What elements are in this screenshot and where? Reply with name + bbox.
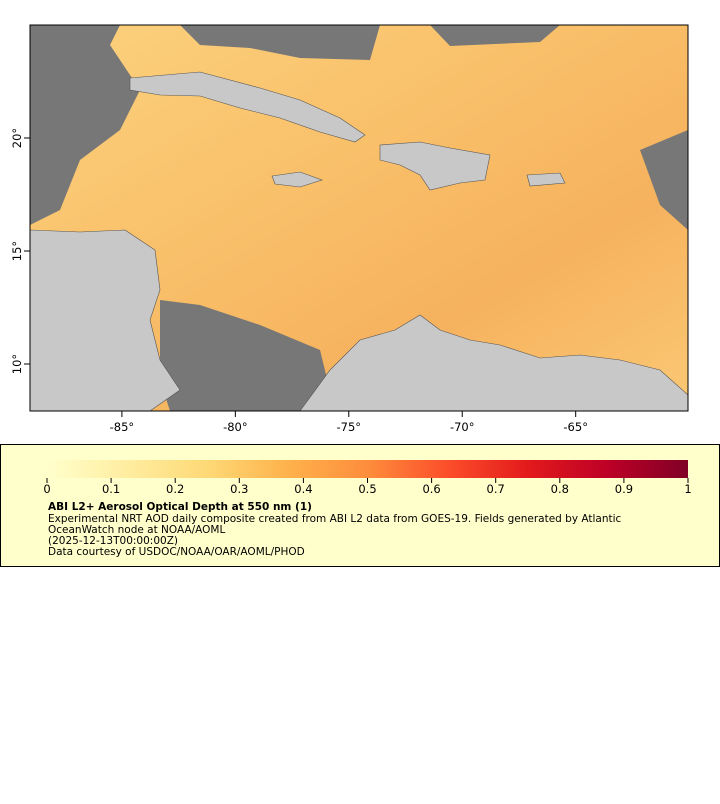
colorbar-tick-label: 0.3 [230, 482, 248, 496]
legend-line: Experimental NRT AOD daily composite cre… [48, 513, 622, 525]
legend-line: (2025-12-13T00:00:00Z) [48, 535, 178, 547]
legend-line: OceanWatch node at NOAA/AOML [48, 524, 225, 536]
x-tick-label: -85° [110, 420, 135, 434]
y-tick-label: 20° [10, 128, 24, 148]
colorbar-tick-label: 0.6 [422, 482, 440, 496]
x-tick-label: -75° [337, 420, 362, 434]
colorbar-tick-label: 0.4 [294, 482, 312, 496]
y-tick-label: 15° [10, 241, 24, 261]
colorbar-tick-label: 0 [43, 482, 50, 496]
y-tick-label: 10° [10, 354, 24, 374]
legend-line: Data courtesy of USDOC/NOAA/OAR/AOML/PHO… [48, 546, 305, 558]
colorbar-tick-label: 1 [684, 482, 691, 496]
colorbar-tick-label: 0.5 [358, 482, 376, 496]
land [30, 71, 688, 411]
colorbar-tick-label: 0.9 [615, 482, 633, 496]
colorbar-tick-label: 0.8 [551, 482, 569, 496]
legend-title: ABI L2+ Aerosol Optical Depth at 550 nm … [48, 501, 312, 513]
colorbar-tick-label: 0.7 [487, 482, 505, 496]
map-area [30, 25, 688, 411]
colorbar-tick-label: 0.2 [166, 482, 184, 496]
colorbar [47, 460, 688, 478]
x-tick-label: -65° [563, 420, 588, 434]
x-tick-label: -80° [223, 420, 248, 434]
colorbar-tick-label: 0.1 [102, 482, 120, 496]
map-frame [29, 24, 689, 412]
x-tick-label: -70° [450, 420, 475, 434]
